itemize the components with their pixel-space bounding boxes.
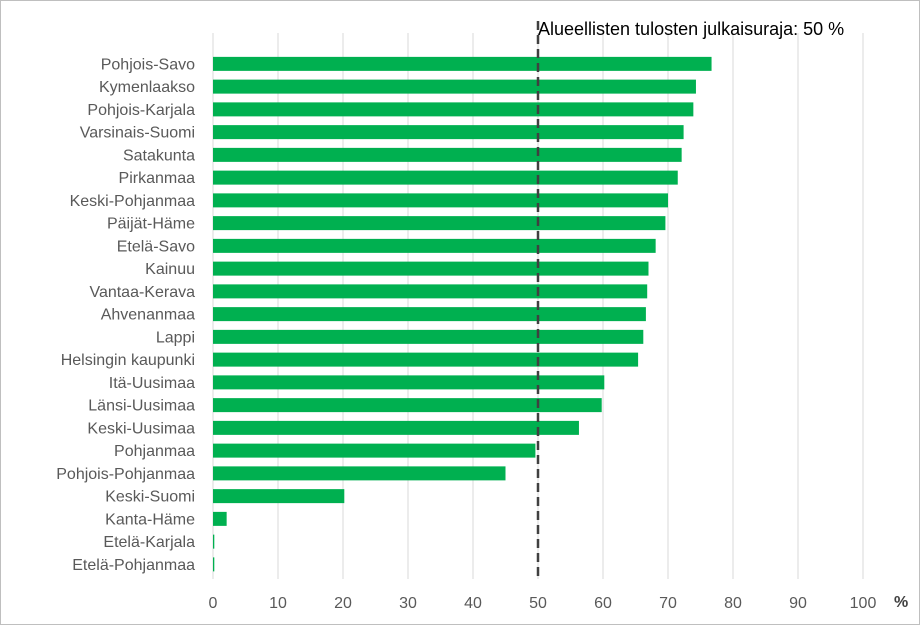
reference-line-label: Alueellisten tulosten julkaisuraja: 50 %	[538, 19, 844, 39]
bar	[213, 147, 682, 162]
bar	[213, 307, 646, 322]
bar	[213, 170, 678, 185]
category-labels: Pohjois-Savo Kymenlaakso Pohjois-Karjala Va…	[56, 56, 195, 574]
x-tick-label: 30	[399, 595, 417, 612]
category-label: Pohjois-Karjala	[87, 102, 195, 119]
category-label: Pirkanmaa	[119, 170, 196, 187]
bar	[213, 102, 694, 117]
category-label: Pohjois-Savo	[101, 56, 195, 73]
bar	[213, 352, 639, 367]
bar	[213, 534, 215, 549]
category-label: Pohjanmaa	[114, 443, 195, 460]
x-tick-label: 10	[269, 595, 287, 612]
x-tick-label: 0	[209, 595, 218, 612]
category-label: Itä-Uusimaa	[109, 375, 195, 392]
x-tick-label: 60	[594, 595, 612, 612]
category-label: Päijät-Häme	[107, 216, 195, 233]
x-axis-tick-labels: 0 10 20 30 40 50 60 70 80 90 100	[209, 595, 877, 612]
bar	[213, 329, 644, 344]
x-tick-label: 50	[529, 595, 547, 612]
category-label: Lappi	[156, 329, 195, 346]
category-label: Pohjois-Pohjanmaa	[56, 466, 195, 483]
bar	[213, 489, 345, 504]
x-tick-label: 80	[724, 595, 742, 612]
bars	[213, 56, 712, 572]
bar	[213, 56, 712, 71]
x-tick-label: 90	[789, 595, 807, 612]
x-tick-label: 20	[334, 595, 352, 612]
bar	[213, 125, 684, 140]
category-label: Helsingin kaupunki	[61, 352, 195, 369]
bar	[213, 375, 605, 390]
bar	[213, 284, 648, 299]
reference-line-group: Alueellisten tulosten julkaisuraja: 50 %	[536, 19, 844, 579]
bar	[213, 261, 649, 276]
category-label: Keski-Uusimaa	[87, 420, 195, 437]
category-label: Keski-Pohjanmaa	[70, 193, 196, 210]
x-tick-label: 40	[464, 595, 482, 612]
category-label: Varsinais-Suomi	[80, 125, 195, 142]
bar	[213, 216, 666, 231]
x-axis-unit-label: %	[894, 594, 908, 611]
category-label: Etelä-Savo	[117, 238, 195, 255]
x-tick-label: 70	[659, 595, 677, 612]
bar	[213, 238, 656, 253]
category-label: Keski-Suomi	[105, 489, 195, 506]
bar	[213, 79, 696, 94]
category-label: Kanta-Häme	[105, 511, 195, 528]
bar	[213, 420, 579, 435]
category-label: Etelä-Karjala	[103, 534, 195, 551]
x-tick-label: 100	[850, 595, 877, 612]
category-label: Satakunta	[123, 147, 195, 164]
bar	[213, 398, 602, 413]
bar	[213, 466, 506, 481]
category-label: Etelä-Pohjanmaa	[72, 557, 195, 574]
bar	[213, 511, 227, 526]
category-label: Kainuu	[145, 261, 195, 278]
category-label: Vantaa-Kerava	[89, 284, 195, 301]
category-label: Ahvenanmaa	[101, 307, 195, 324]
bar	[213, 443, 536, 458]
category-label: Länsi-Uusimaa	[88, 398, 195, 415]
bar	[213, 557, 215, 572]
category-label: Kymenlaakso	[99, 79, 195, 96]
bar	[213, 193, 668, 208]
